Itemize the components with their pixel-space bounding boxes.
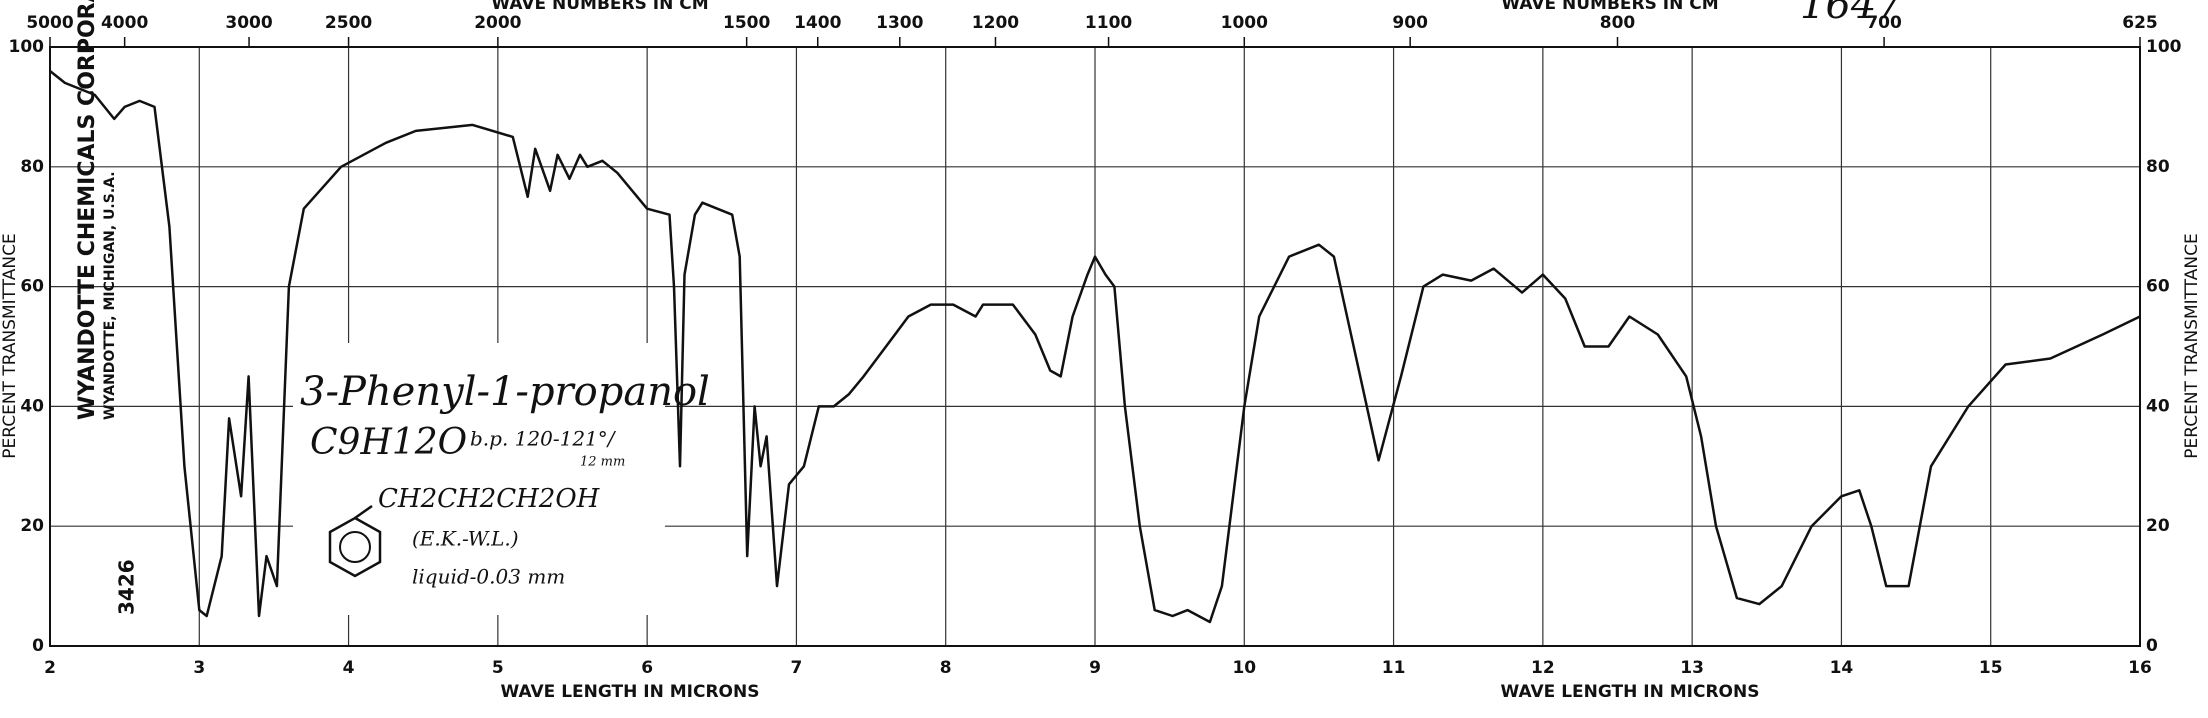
spectrum-line — [49, 70, 2141, 624]
y-tick-label: 100 — [9, 37, 45, 57]
x-tick-label: 2 — [44, 658, 56, 678]
x-tick-label: 12 — [1531, 658, 1555, 678]
x2-axis-label: WAVE NUMBERS IN CM — [491, 0, 708, 14]
y-tick-label: 20 — [20, 516, 44, 536]
y-tick-label: 40 — [20, 396, 44, 416]
y-tick-label: 80 — [20, 157, 44, 177]
x-tick-label: 11 — [1382, 658, 1406, 678]
x2-tick-label: 800 — [1600, 13, 1636, 33]
x-tick-label: 3 — [193, 658, 205, 678]
y-tick-label: 40 — [2146, 396, 2170, 416]
x2-tick-label: 1400 — [794, 13, 841, 33]
x2-tick-label: 900 — [1392, 13, 1428, 33]
x-tick-label: 16 — [2128, 658, 2152, 678]
y-tick-label: 100 — [2146, 37, 2182, 57]
x-tick-label: 15 — [1979, 658, 2003, 678]
x-tick-label: 13 — [1680, 658, 1704, 678]
y-tick-label: 20 — [2146, 516, 2170, 536]
x-tick-label: 7 — [791, 658, 803, 678]
y-tick-label: 0 — [32, 636, 44, 656]
sample: liquid-0.03 mm — [412, 565, 565, 589]
x-axis-label: WAVE LENGTH IN MICRONS — [501, 682, 760, 702]
compound-name: 3-Phenyl-1-propanol — [300, 369, 710, 415]
company-name: WYANDOTTE CHEMICALS CORPORATION — [75, 0, 100, 420]
benzene-ring — [328, 516, 382, 578]
benzene-ring-inner — [339, 531, 371, 563]
y-tick-label: 80 — [2146, 157, 2170, 177]
x-tick-label: 8 — [940, 658, 952, 678]
plot-frame — [49, 46, 2141, 647]
y-axis-label: PERCENT TRANSMITTANCE — [0, 233, 20, 459]
y-axis-label: PERCENT TRANSMITTANCE — [2182, 233, 2202, 459]
x2-tick-label: 1500 — [723, 13, 770, 33]
formula: C9H12O — [310, 422, 467, 463]
x2-tick-label: 2000 — [474, 13, 521, 33]
x-tick-label: 6 — [641, 658, 653, 678]
company-address: WYANDOTTE, MICHIGAN, U.S.A. — [102, 171, 118, 420]
x2-tick-label: 4000 — [101, 13, 148, 33]
structure: CH2CH2CH2OH — [378, 484, 601, 514]
annotation-box — [293, 343, 665, 615]
serial-number: 3426 — [115, 559, 139, 615]
x2-tick-label: 3000 — [225, 13, 272, 33]
x2-tick-label: 2500 — [325, 13, 372, 33]
x2-tick-label: 1200 — [972, 13, 1019, 33]
x-axis-label: WAVE LENGTH IN MICRONS — [1501, 682, 1760, 702]
boiling-point: b.p. 120-121°/ — [470, 427, 617, 451]
x2-tick-label: 1000 — [1221, 13, 1268, 33]
x2-tick-label: 1100 — [1085, 13, 1132, 33]
x2-tick-label: 625 — [2122, 13, 2158, 33]
x-tick-label: 9 — [1089, 658, 1101, 678]
x-tick-label: 10 — [1232, 658, 1256, 678]
y-tick-label: 60 — [20, 277, 44, 297]
source: (E.K.-W.L.) — [412, 527, 519, 551]
x-tick-label: 14 — [1830, 658, 1854, 678]
x-tick-label: 5 — [492, 658, 504, 678]
y-tick-label: 0 — [2146, 636, 2158, 656]
x2-tick-label: 700 — [1866, 13, 1902, 33]
chart-title: 1647 — [1800, 0, 1902, 28]
x-tick-label: 4 — [343, 658, 355, 678]
x2-axis-label: WAVE NUMBERS IN CM — [1501, 0, 1718, 14]
pressure: 12 mm — [580, 455, 625, 470]
y-tick-label: 60 — [2146, 277, 2170, 297]
bond — [354, 504, 373, 520]
x2-tick-label: 5000 — [26, 13, 73, 33]
x2-tick-label: 1300 — [876, 13, 923, 33]
